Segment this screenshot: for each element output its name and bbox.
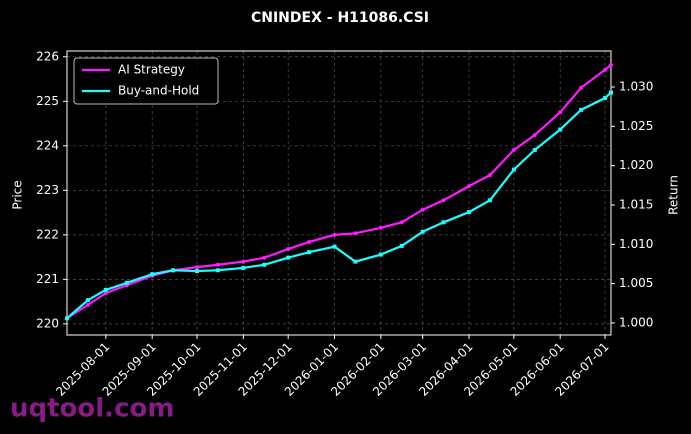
- y2-tick-label: 1.030: [619, 80, 653, 94]
- marker: [286, 247, 291, 252]
- marker: [85, 302, 90, 307]
- marker: [511, 147, 516, 152]
- series-line: [66, 64, 612, 320]
- plot-frame: [66, 50, 612, 336]
- y2-tick-label: 1.020: [619, 158, 653, 172]
- y2-tick-label: 1.000: [619, 315, 653, 329]
- y-tick-label: 222: [36, 227, 59, 241]
- y-axis-label: Price: [11, 180, 25, 209]
- marker: [307, 250, 312, 255]
- marker: [420, 229, 425, 234]
- marker: [262, 262, 267, 267]
- legend-label: AI Strategy: [118, 63, 185, 77]
- marker: [195, 269, 200, 274]
- marker: [609, 62, 613, 67]
- marker: [215, 262, 220, 267]
- y2-tick-label: 1.010: [619, 237, 653, 251]
- y2-axis-label: Return: [667, 175, 681, 215]
- y-tick-label: 221: [36, 272, 59, 286]
- chart-title: CNINDEX - H11086.CSI: [251, 10, 429, 26]
- marker: [332, 232, 337, 237]
- marker: [150, 272, 155, 277]
- y-tick-label: 225: [36, 94, 59, 108]
- marker: [332, 244, 337, 249]
- y2-tick-label: 1.015: [619, 197, 653, 211]
- marker: [467, 184, 472, 189]
- marker: [487, 173, 492, 178]
- marker: [85, 298, 90, 303]
- marker: [307, 239, 312, 244]
- y-tick-label: 223: [36, 183, 59, 197]
- y-tick-label: 226: [36, 49, 59, 63]
- marker: [65, 316, 69, 321]
- marker: [603, 67, 608, 72]
- marker: [353, 259, 358, 264]
- marker: [579, 85, 584, 90]
- marker: [378, 225, 383, 230]
- watermark: uqtool.com: [10, 394, 174, 424]
- marker: [532, 147, 537, 152]
- marker: [399, 243, 404, 248]
- marker: [286, 255, 291, 260]
- marker: [241, 259, 246, 264]
- marker: [103, 291, 108, 296]
- marker: [467, 210, 472, 215]
- y-tick-label: 224: [36, 138, 59, 152]
- marker: [511, 167, 516, 172]
- y2-tick-label: 1.025: [619, 119, 653, 133]
- marker: [420, 207, 425, 212]
- y2-tick-label: 1.005: [619, 276, 653, 290]
- marker: [441, 198, 446, 203]
- marker: [609, 90, 613, 95]
- series-line: [66, 91, 612, 320]
- marker: [124, 280, 129, 285]
- marker: [241, 265, 246, 270]
- marker: [378, 252, 383, 257]
- legend-label: Buy-and-Hold: [118, 84, 199, 98]
- marker: [399, 220, 404, 225]
- marker: [215, 268, 220, 273]
- marker: [103, 287, 108, 292]
- marker: [532, 132, 537, 137]
- marker: [603, 96, 608, 101]
- marker: [441, 220, 446, 225]
- marker: [262, 255, 267, 260]
- marker: [353, 231, 358, 236]
- marker: [195, 265, 200, 270]
- marker: [171, 268, 176, 273]
- marker: [558, 127, 563, 132]
- y-tick-label: 220: [36, 316, 59, 330]
- marker: [579, 107, 584, 112]
- marker: [558, 110, 563, 115]
- marker: [487, 198, 492, 203]
